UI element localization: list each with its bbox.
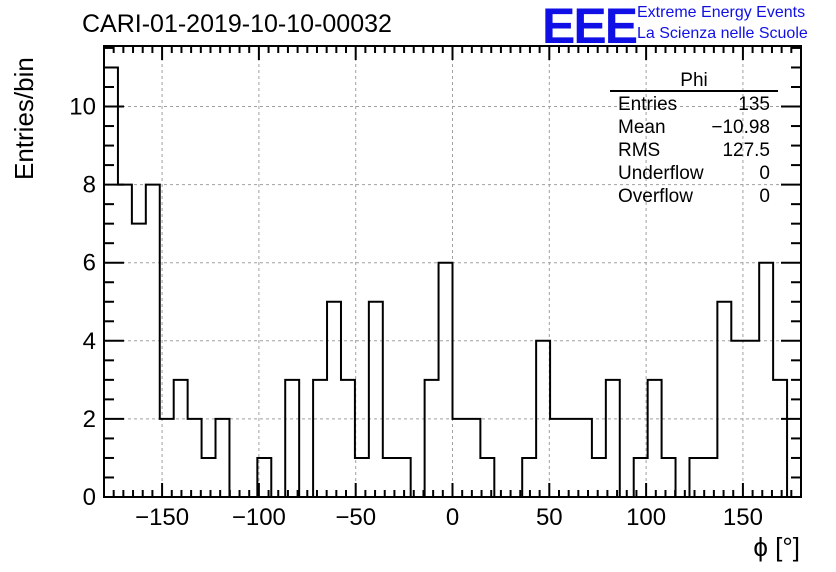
stats-row-value: 127.5	[722, 140, 770, 161]
histogram-layer	[103, 66, 801, 498]
y-tick-label: 8	[83, 172, 96, 199]
x-tick-label: 50	[536, 504, 563, 531]
histogram-bin	[773, 380, 787, 497]
histogram-bin	[466, 419, 480, 497]
y-tick-label: 0	[83, 484, 96, 511]
x-tick-label: 150	[723, 504, 763, 531]
y-tick-label: 6	[83, 250, 96, 277]
x-tick-label: −100	[232, 504, 286, 531]
histogram-bin	[132, 224, 146, 497]
x-tick-label: −150	[135, 504, 189, 531]
histogram-bin	[662, 458, 676, 497]
stats-row-label: RMS	[618, 140, 660, 161]
histogram-bin	[689, 458, 703, 497]
stats-box: Phi Entries 135 Mean −10.98 RMS 127.5 Underflo…	[610, 70, 778, 207]
histogram-bin	[703, 458, 717, 497]
chart-title: CARI-01-2019-10-10-00032	[82, 10, 392, 38]
eee-logo-line1: Extreme Energy Events	[637, 4, 806, 21]
stats-row-label: Underflow	[618, 163, 704, 184]
stats-row-value: 135	[738, 94, 770, 115]
y-axis-label: Entries/bin	[9, 57, 39, 180]
histogram-bin	[648, 380, 662, 497]
stats-rows: Entries 135 Mean −10.98 RMS 127.5 Underflow 0 Ov…	[618, 94, 770, 207]
histogram-bin	[285, 380, 299, 497]
histogram-bin	[564, 419, 578, 497]
histogram-bin	[453, 419, 467, 497]
tick-labels-layer: −150 −100 −50 0 50 100 150 0 2 4 6 8 10	[69, 94, 763, 531]
histogram-bin	[327, 302, 341, 497]
histogram-bin	[759, 263, 773, 497]
stats-row-value: −10.98	[711, 117, 770, 138]
stats-row-value: 0	[759, 163, 770, 184]
histogram-bin	[369, 302, 383, 497]
x-tick-label: 100	[626, 504, 666, 531]
histogram-line	[103, 66, 801, 498]
histogram-bin	[202, 458, 216, 497]
histogram-bin	[313, 380, 327, 497]
stats-row-label: Overflow	[618, 186, 693, 207]
histogram-bin	[717, 302, 731, 497]
histogram-bin	[188, 419, 202, 497]
histogram-bin	[606, 380, 620, 497]
histogram-bin	[439, 263, 453, 497]
x-tick-label: 0	[446, 504, 459, 531]
stats-row-label: Entries	[618, 94, 677, 115]
stats-row-label: Mean	[618, 117, 666, 138]
stats-box-title: Phi	[680, 70, 707, 91]
eee-logo-line2: La Scienza nelle Scuole	[637, 25, 808, 42]
y-tick-label: 4	[83, 328, 96, 355]
histogram-bin	[174, 380, 188, 497]
ticks-layer	[104, 46, 801, 498]
histogram-bin	[341, 380, 355, 497]
histogram-bin	[425, 380, 439, 497]
stats-row-value: 0	[759, 186, 770, 207]
x-tick-label: −50	[335, 504, 376, 531]
x-axis-label: ϕ [°]	[753, 532, 800, 562]
y-tick-label: 10	[69, 94, 96, 121]
y-tick-label: 2	[83, 406, 96, 433]
histogram-bin	[592, 458, 606, 497]
histogram-bin	[216, 419, 230, 497]
histogram-bin	[550, 419, 564, 497]
histogram-bin	[578, 419, 592, 497]
histogram-bin	[355, 458, 369, 497]
